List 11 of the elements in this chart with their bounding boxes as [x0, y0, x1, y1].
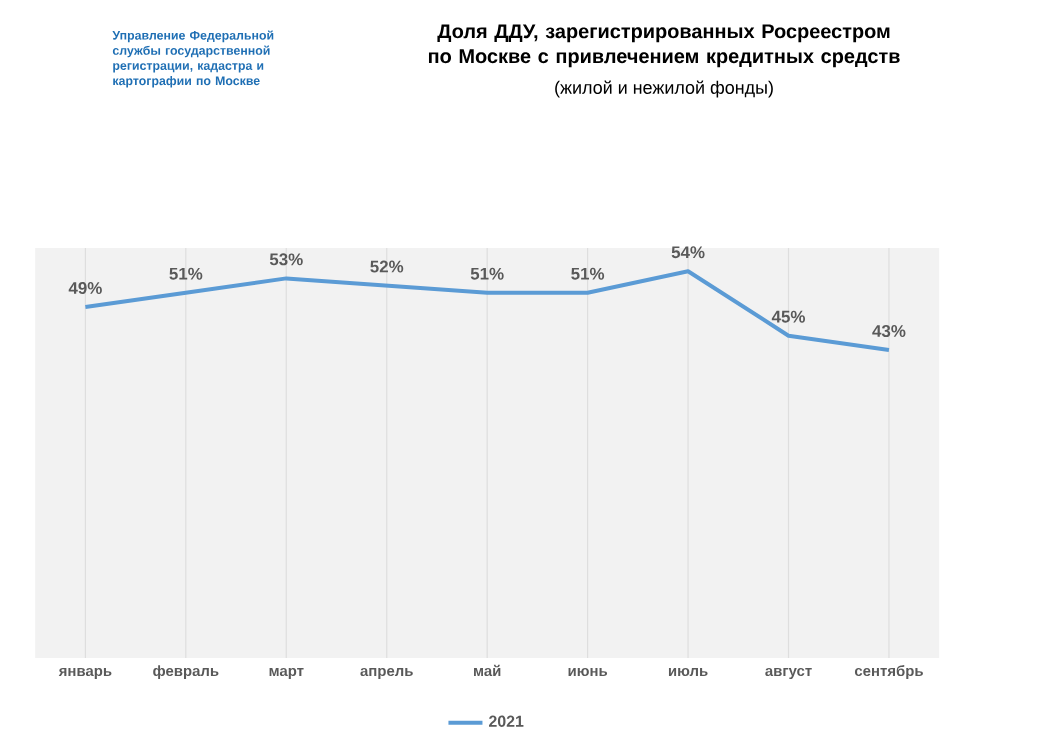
data-label: 43%: [872, 325, 906, 338]
data-label: 45%: [771, 310, 806, 323]
data-label: 54%: [671, 246, 705, 259]
data-label: 51%: [571, 267, 605, 280]
chart-title: Доля ДДУ, зарегистрированных Росреестром по Москве с привлечением кредитных средств: [428, 24, 900, 68]
data-label: 53%: [269, 253, 303, 266]
data-label: 51%: [169, 267, 203, 280]
chart-subtitle: (жилой и нежилой фонды): [555, 80, 773, 98]
data-label: 51%: [470, 267, 504, 280]
data-label: 49%: [68, 282, 102, 295]
data-label: 52%: [370, 260, 404, 273]
